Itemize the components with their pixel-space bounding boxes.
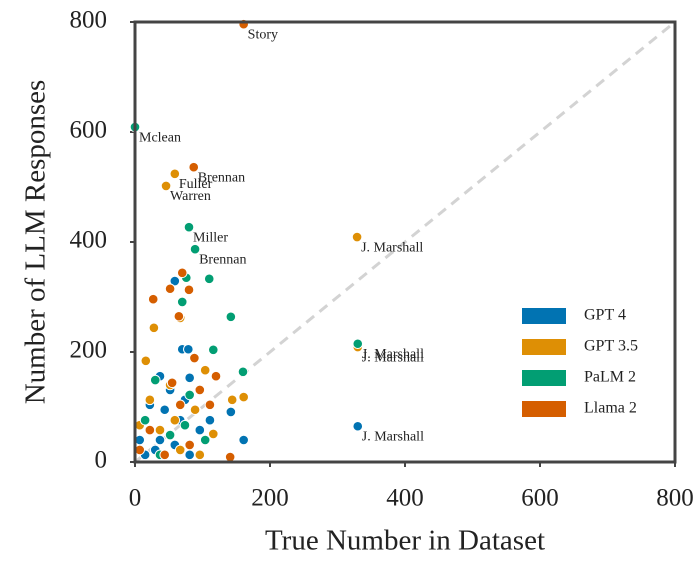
- point: [204, 414, 216, 426]
- point: [183, 343, 194, 355]
- point: [148, 322, 160, 334]
- point: [149, 374, 161, 386]
- x-tick-label: 0: [129, 485, 142, 512]
- point: [169, 414, 181, 426]
- point-label: Brennan: [199, 252, 246, 267]
- point: [238, 434, 249, 446]
- point: [144, 424, 156, 436]
- point: [225, 406, 237, 418]
- point: [166, 377, 178, 389]
- point: [208, 428, 219, 440]
- point: [189, 404, 201, 416]
- point: [210, 370, 222, 382]
- x-tick-label: 800: [656, 485, 694, 512]
- point: [154, 424, 166, 436]
- point-label: J. Marshall: [362, 347, 424, 362]
- point: [238, 391, 249, 403]
- legend-swatch: [522, 370, 566, 386]
- point-label: Mclean: [139, 130, 181, 145]
- x-tick-label: 400: [386, 485, 424, 512]
- point: [194, 384, 206, 396]
- point: [147, 293, 159, 305]
- point: [173, 310, 185, 322]
- point: [159, 449, 170, 461]
- point: [184, 449, 195, 461]
- plot-frame: [133, 20, 677, 464]
- point-label: Story: [248, 27, 278, 42]
- point: [154, 434, 166, 446]
- point: [194, 424, 206, 436]
- point: [164, 283, 176, 295]
- point: [184, 372, 195, 384]
- point: [160, 180, 172, 192]
- point: [164, 429, 176, 441]
- point: [139, 414, 151, 426]
- point: [144, 394, 156, 406]
- point: [159, 404, 170, 416]
- point-label: J. Marshall: [361, 240, 423, 255]
- legend-swatch: [522, 339, 566, 355]
- identity-line: [134, 20, 676, 464]
- point: [176, 296, 188, 308]
- point: [179, 419, 191, 431]
- point: [140, 355, 152, 367]
- point: [174, 399, 186, 411]
- legend-label: GPT 4: [584, 307, 626, 324]
- point: [189, 243, 201, 255]
- legend-swatch: [522, 401, 566, 417]
- point: [351, 231, 363, 243]
- point: [194, 449, 206, 461]
- point: [169, 168, 181, 180]
- point: [169, 275, 181, 287]
- y-tick-label: 200: [70, 337, 108, 364]
- point: [204, 399, 216, 411]
- point: [224, 451, 236, 463]
- point: [176, 267, 188, 279]
- y-tick-label: 800: [70, 7, 108, 34]
- point: [183, 221, 195, 233]
- point-label: Brennan: [198, 170, 245, 185]
- point-label: J. Marshall: [362, 429, 424, 444]
- y-tick-label: 400: [70, 227, 108, 254]
- point-label: Miller: [193, 230, 228, 245]
- point-label: Warren: [170, 189, 211, 204]
- point: [188, 161, 200, 173]
- point: [199, 364, 211, 376]
- point-label: Fuller: [179, 177, 213, 192]
- point: [208, 344, 219, 356]
- point: [174, 444, 186, 456]
- point: [184, 389, 195, 401]
- y-axis-title: Number of LLM Responses: [20, 80, 52, 405]
- point: [237, 366, 249, 378]
- legend-label: Llama 2: [584, 400, 637, 417]
- point: [189, 352, 200, 364]
- legend-label: GPT 3.5: [584, 338, 638, 355]
- point: [203, 273, 215, 285]
- point-label: J. Marshall: [362, 350, 424, 365]
- point: [352, 420, 364, 432]
- y-tick-label: 0: [95, 447, 108, 474]
- x-tick-label: 600: [521, 485, 559, 512]
- point: [199, 434, 211, 446]
- point: [352, 338, 364, 350]
- legend-label: PaLM 2: [584, 369, 636, 386]
- x-tick-label: 200: [251, 485, 289, 512]
- x-axis-title: True Number in Dataset: [265, 525, 545, 557]
- point: [184, 439, 195, 451]
- y-tick-label: 600: [70, 117, 108, 144]
- point: [225, 311, 237, 323]
- point: [183, 284, 195, 296]
- point: [226, 394, 238, 406]
- legend-swatch: [522, 308, 566, 324]
